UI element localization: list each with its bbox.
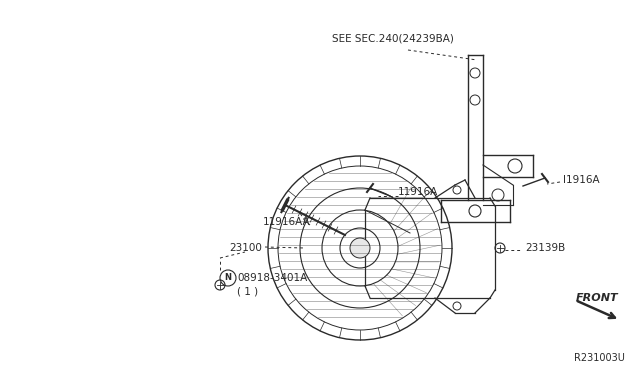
- Text: 11916AA: 11916AA: [262, 217, 310, 227]
- Text: SEE SEC.240(24239BA): SEE SEC.240(24239BA): [332, 33, 454, 43]
- Text: N: N: [225, 273, 232, 282]
- Text: R231003U: R231003U: [574, 353, 625, 363]
- Text: I1916A: I1916A: [563, 175, 600, 185]
- Text: ( 1 ): ( 1 ): [237, 287, 258, 297]
- Text: 08918-3401A: 08918-3401A: [237, 273, 307, 283]
- Text: 23100: 23100: [229, 243, 262, 253]
- Text: FRONT: FRONT: [576, 293, 619, 303]
- Text: 11916A: 11916A: [398, 187, 438, 197]
- Circle shape: [350, 238, 370, 258]
- Text: 23139B: 23139B: [525, 243, 565, 253]
